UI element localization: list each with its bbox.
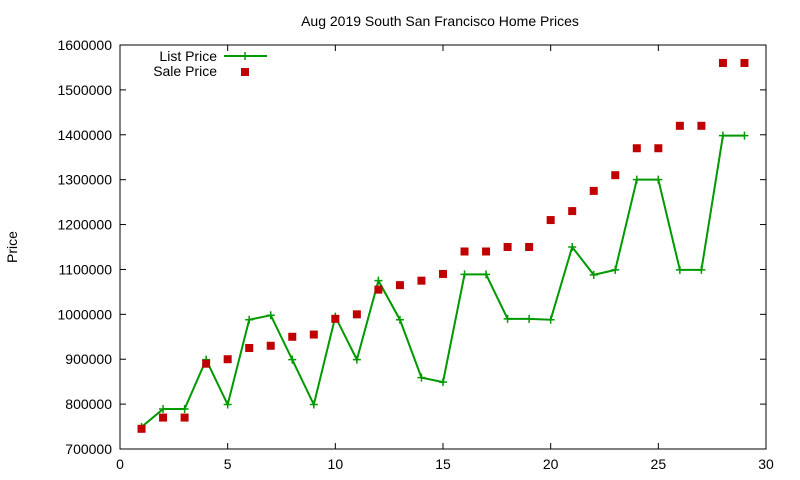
legend: List Price Sale Price: [153, 48, 267, 79]
data-point: [245, 315, 254, 324]
data-point: [395, 281, 404, 290]
data-point: [460, 247, 469, 256]
x-tick-label: 15: [435, 456, 451, 472]
data-point: [159, 405, 168, 414]
y-tick-label: 700000: [65, 441, 112, 457]
data-point: [395, 315, 404, 324]
y-tick-label: 1200000: [57, 217, 112, 233]
data-point: [223, 355, 232, 364]
data-point: [611, 265, 620, 274]
y-tick-label: 800000: [65, 396, 112, 412]
data-point: [568, 207, 577, 216]
axis-tick-labels: 0 5 10 15 20 25 30 700000 800000 900000 1000000 110…: [57, 37, 774, 472]
legend-sample-list-price: [224, 52, 267, 60]
data-point: [417, 276, 426, 285]
legend-label-sale-price: Sale Price: [153, 63, 217, 79]
data-point: [589, 186, 598, 195]
data-point: [568, 243, 577, 251]
y-tick-label: 900000: [65, 351, 112, 367]
chart-title: Aug 2019 South San Francisco Home Prices: [301, 13, 579, 29]
data-point: [697, 265, 706, 274]
legend-sample-sale-price: [241, 68, 249, 76]
data-point: [697, 121, 706, 130]
data-point: [374, 276, 383, 285]
x-tick-label: 20: [543, 456, 559, 472]
data-point: [439, 269, 447, 278]
data-point: [202, 359, 211, 368]
data-point: [352, 355, 361, 364]
data-point: [546, 216, 555, 225]
data-point: [223, 400, 232, 409]
data-point: [718, 131, 727, 140]
legend-label-list-price: List Price: [159, 48, 217, 64]
data-point: [589, 270, 598, 279]
y-axis-label: Price: [4, 231, 20, 263]
y-tick-label: 1500000: [57, 82, 112, 98]
y-tick-label: 1300000: [57, 172, 112, 188]
axis-ticks: [119, 44, 767, 450]
y-tick-label: 1000000: [57, 306, 112, 322]
data-point: [288, 332, 297, 341]
data-point: [525, 243, 534, 251]
plot-frame: [119, 44, 767, 450]
data-point: [740, 58, 749, 67]
x-tick-label: 10: [328, 456, 344, 472]
data-point: [266, 341, 275, 350]
data-point: [740, 131, 749, 140]
x-tick-label: 30: [758, 456, 774, 472]
data-point: [159, 413, 168, 422]
data-point: [654, 144, 663, 153]
data-point: [654, 175, 663, 184]
y-tick-label: 1100000: [59, 261, 113, 277]
legend-marker: [241, 68, 249, 76]
data-point: [309, 330, 318, 339]
data-point: [718, 58, 727, 67]
data-point: [374, 285, 383, 294]
data-point: [137, 424, 146, 433]
data-point: [632, 144, 641, 153]
data-point: [675, 265, 684, 274]
data-point: [482, 247, 491, 256]
data-point: [331, 314, 340, 323]
data-point: [417, 373, 426, 382]
data-point: [632, 175, 641, 184]
legend-marker: [241, 52, 249, 60]
data-point: [525, 314, 534, 323]
data-point: [503, 243, 512, 251]
data-point: [546, 315, 555, 324]
data-point: [352, 310, 361, 319]
data-point: [266, 311, 275, 320]
x-tick-label: 25: [651, 456, 667, 472]
data-point: [180, 405, 189, 414]
y-tick-label: 1600000: [57, 37, 112, 53]
data-point: [180, 413, 189, 422]
series-sale-price: [137, 58, 749, 433]
data-point: [245, 344, 254, 352]
series-layer: [137, 58, 749, 433]
data-point: [482, 270, 491, 279]
data-point: [309, 400, 318, 409]
data-point: [675, 121, 684, 130]
x-tick-label: 5: [224, 456, 232, 472]
y-tick-label: 1400000: [57, 127, 112, 143]
data-point: [288, 355, 297, 364]
data-point: [503, 314, 512, 323]
series-list-price: [137, 131, 749, 432]
data-point: [439, 378, 447, 387]
data-point: [460, 270, 469, 279]
x-tick-label: 0: [116, 456, 124, 472]
data-point: [611, 171, 620, 180]
